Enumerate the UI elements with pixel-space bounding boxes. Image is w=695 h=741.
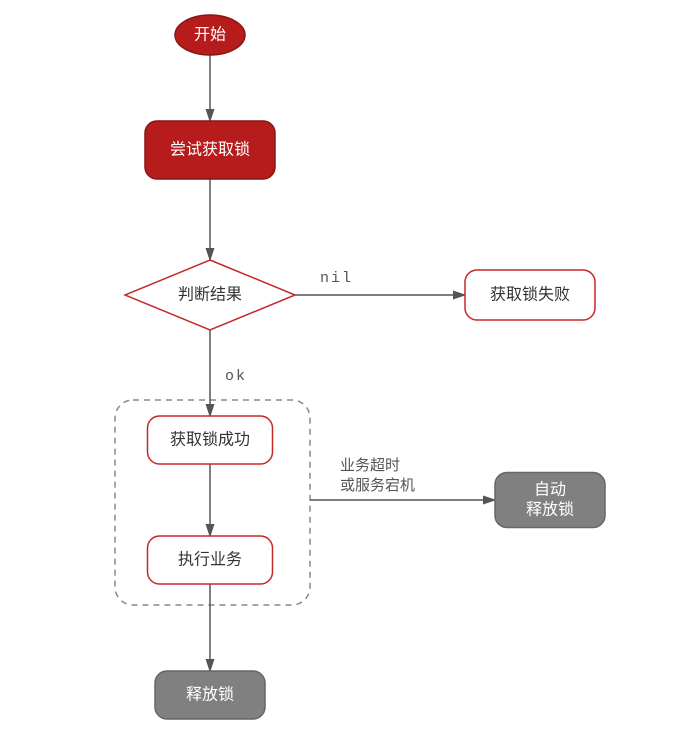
node-label-release: 释放锁 (186, 686, 234, 704)
node-label-auto_release: 释放锁 (526, 501, 574, 519)
edge-label-decision-lock_fail: nil (320, 270, 353, 287)
flowchart-canvas: nil ok 业务超时或服务宕机 开始尝试获取锁判断结果 获取锁失败获取锁成功执行业务 自… (0, 0, 695, 741)
node-auto_release: 自动释放锁 (495, 473, 605, 528)
node-label-start: 开始 (194, 26, 226, 44)
node-label-lock_ok: 获取锁成功 (170, 431, 250, 449)
node-start: 开始 (175, 15, 245, 55)
node-label-lock_fail: 获取锁失败 (490, 286, 570, 304)
node-lock_fail: 获取锁失败 (465, 270, 595, 320)
node-release: 释放锁 (155, 671, 265, 719)
node-label-decision: 判断结果 (178, 286, 242, 304)
node-do_biz: 执行业务 (148, 536, 273, 584)
edge-label-group-auto_release: 业务超时 (340, 457, 400, 474)
node-label-auto_release: 自动 (534, 481, 566, 499)
edge-label-group-auto_release: 或服务宕机 (340, 477, 415, 494)
node-label-do_biz: 执行业务 (178, 551, 242, 569)
node-decision: 判断结果 (125, 260, 295, 330)
edge-label-decision-lock_ok: ok (225, 368, 247, 385)
node-lock_ok: 获取锁成功 (148, 416, 273, 464)
node-try_lock: 尝试获取锁 (145, 121, 275, 179)
node-label-try_lock: 尝试获取锁 (170, 141, 250, 159)
